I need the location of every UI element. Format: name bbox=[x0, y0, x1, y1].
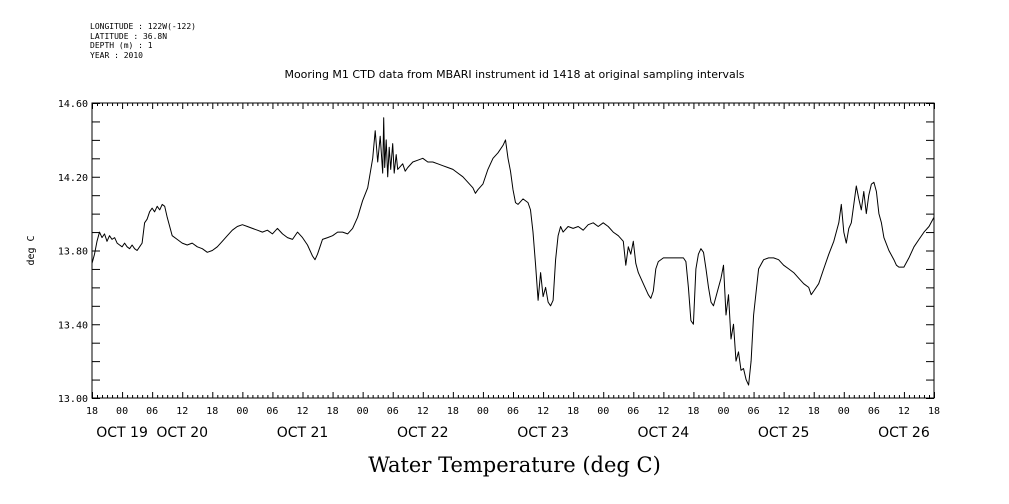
chart-title: Mooring M1 CTD data from MBARI instrumen… bbox=[284, 68, 745, 81]
x-hour-label: 18 bbox=[928, 406, 940, 417]
y-tick-label: 13.00 bbox=[58, 394, 88, 405]
x-hour-label: 00 bbox=[236, 406, 248, 417]
plot-frame bbox=[91, 102, 935, 399]
x-hour-label: 18 bbox=[567, 406, 579, 417]
x-hour-label: 06 bbox=[387, 406, 399, 417]
x-day-label: OCT 20 bbox=[156, 425, 208, 441]
x-day-label: OCT 22 bbox=[397, 425, 449, 441]
x-hour-label: 18 bbox=[86, 406, 98, 417]
x-day-label: OCT 26 bbox=[878, 425, 930, 441]
y-axis-label: deg C bbox=[26, 235, 37, 265]
y-tick-label: 14.20 bbox=[58, 173, 88, 184]
x-hour-label: 12 bbox=[417, 406, 429, 417]
x-hour-label: 06 bbox=[748, 406, 760, 417]
x-hour-label: 06 bbox=[146, 406, 158, 417]
x-hour-label: 12 bbox=[657, 406, 669, 417]
metadata-block: LONGITUDE : 122W(-122) LATITUDE : 36.8N … bbox=[90, 22, 196, 60]
x-hour-label: 18 bbox=[687, 406, 699, 417]
x-hour-label: 00 bbox=[477, 406, 489, 417]
y-tick-label: 13.80 bbox=[58, 247, 88, 258]
meta-longitude: LONGITUDE : 122W(-122) bbox=[90, 22, 196, 31]
x-day-label: OCT 24 bbox=[638, 425, 690, 441]
x-hour-label: 06 bbox=[868, 406, 880, 417]
meta-year: YEAR : 2010 bbox=[90, 50, 143, 60]
x-hour-label: 18 bbox=[447, 406, 459, 417]
meta-latitude: LATITUDE : 36.8N bbox=[90, 31, 168, 41]
x-hour-label: 00 bbox=[116, 406, 128, 417]
x-hour-label: 00 bbox=[717, 406, 729, 417]
x-hour-label: 00 bbox=[838, 406, 850, 417]
x-hour-label: 18 bbox=[808, 406, 820, 417]
y-tick-label: 13.40 bbox=[58, 320, 88, 331]
chart-caption: Water Temperature (deg C) bbox=[368, 453, 661, 477]
meta-depth: DEPTH (m) : 1 bbox=[90, 41, 153, 50]
x-hour-label: 00 bbox=[357, 406, 369, 417]
x-day-label: OCT 25 bbox=[758, 425, 810, 441]
x-day-label: OCT 19 bbox=[96, 425, 148, 441]
x-hour-label: 18 bbox=[327, 406, 339, 417]
x-hour-label: 06 bbox=[627, 406, 639, 417]
x-hour-label: 12 bbox=[176, 406, 188, 417]
x-hour-label: 00 bbox=[597, 406, 609, 417]
x-hour-label: 12 bbox=[296, 406, 308, 417]
x-hour-label: 06 bbox=[507, 406, 519, 417]
x-hour-label: 06 bbox=[266, 406, 278, 417]
y-tick-label: 14.60 bbox=[58, 99, 88, 110]
x-hour-label: 12 bbox=[898, 406, 910, 417]
series-line-water-temperature bbox=[91, 117, 935, 386]
x-hour-label: 12 bbox=[778, 406, 790, 417]
x-day-label: OCT 21 bbox=[277, 425, 329, 441]
x-day-label: OCT 23 bbox=[517, 425, 569, 441]
x-hour-label: 12 bbox=[537, 406, 549, 417]
x-hour-label: 18 bbox=[206, 406, 218, 417]
